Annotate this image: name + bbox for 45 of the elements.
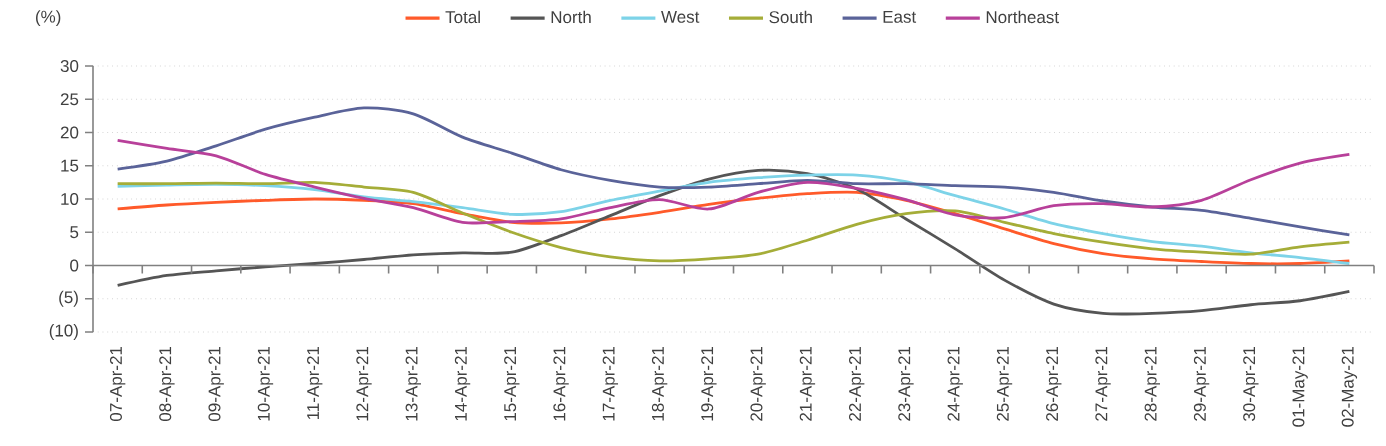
legend-label: South: [769, 10, 812, 24]
x-tick-label: 23-Apr-21: [898, 346, 914, 421]
x-tick-label: 24-Apr-21: [947, 346, 963, 421]
x-tick-label: 02-May-21: [1341, 346, 1358, 427]
x-tick-label: 20-Apr-21: [750, 346, 766, 421]
y-tick-label: 20: [60, 126, 79, 139]
y-tick-label: 5: [70, 226, 79, 239]
line-series: [116, 106, 1351, 237]
legend-label: North: [551, 10, 591, 24]
x-tick-label: 09-Apr-21: [208, 346, 224, 422]
x-tick-label: 14-Apr-21: [454, 346, 471, 421]
y-tick-label: (5): [59, 290, 78, 307]
x-tick-label: 19-Apr-21: [701, 346, 717, 421]
legend-label: Total: [445, 10, 480, 24]
x-tick-label: 16-Apr-21: [553, 346, 569, 421]
x-tick-label: 30-Apr-21: [1243, 346, 1259, 422]
x-tick-label: 27-Apr-21: [1095, 346, 1111, 421]
x-tick-label: 25-Apr-21: [996, 346, 1013, 421]
x-tick-label: 10-Apr-21: [257, 346, 274, 421]
legend-label: Northeast: [986, 10, 1059, 24]
x-tick-label: 17-Apr-21: [602, 346, 619, 421]
x-tick-label: 07-Apr-21: [109, 346, 126, 422]
y-axis-title: (%): [36, 10, 61, 27]
legend-label: West: [661, 11, 700, 23]
x-tick-label: 26-Apr-21: [1046, 346, 1062, 421]
legend-label: East: [883, 11, 917, 23]
x-tick-label: 01-May-21: [1292, 346, 1308, 427]
x-tick-label: 21-Apr-21: [799, 346, 816, 421]
x-tick-label: 22-Apr-21: [848, 346, 865, 421]
x-tick-label: 12-Apr-21: [356, 346, 372, 421]
y-tick-label: 15: [61, 159, 79, 172]
line-series: [116, 168, 1351, 316]
y-tick-label: 25: [60, 93, 79, 106]
y-tick-label: 30: [60, 59, 79, 73]
x-tick-label: 29-Apr-21: [1193, 346, 1210, 421]
line-series: [116, 139, 1351, 225]
y-tick-label: (10): [49, 324, 78, 340]
x-tick-label: 28-Apr-21: [1144, 346, 1160, 421]
x-tick-label: 15-Apr-21: [504, 346, 520, 421]
y-tick-label: 10: [61, 192, 79, 206]
y-tick-label: 0: [70, 259, 79, 272]
x-tick-label: 18-Apr-21: [651, 346, 668, 421]
x-tick-label: 08-Apr-21: [159, 346, 175, 422]
x-tick-label: 11-Apr-21: [307, 346, 323, 420]
x-tick-label: 13-Apr-21: [405, 346, 421, 421]
